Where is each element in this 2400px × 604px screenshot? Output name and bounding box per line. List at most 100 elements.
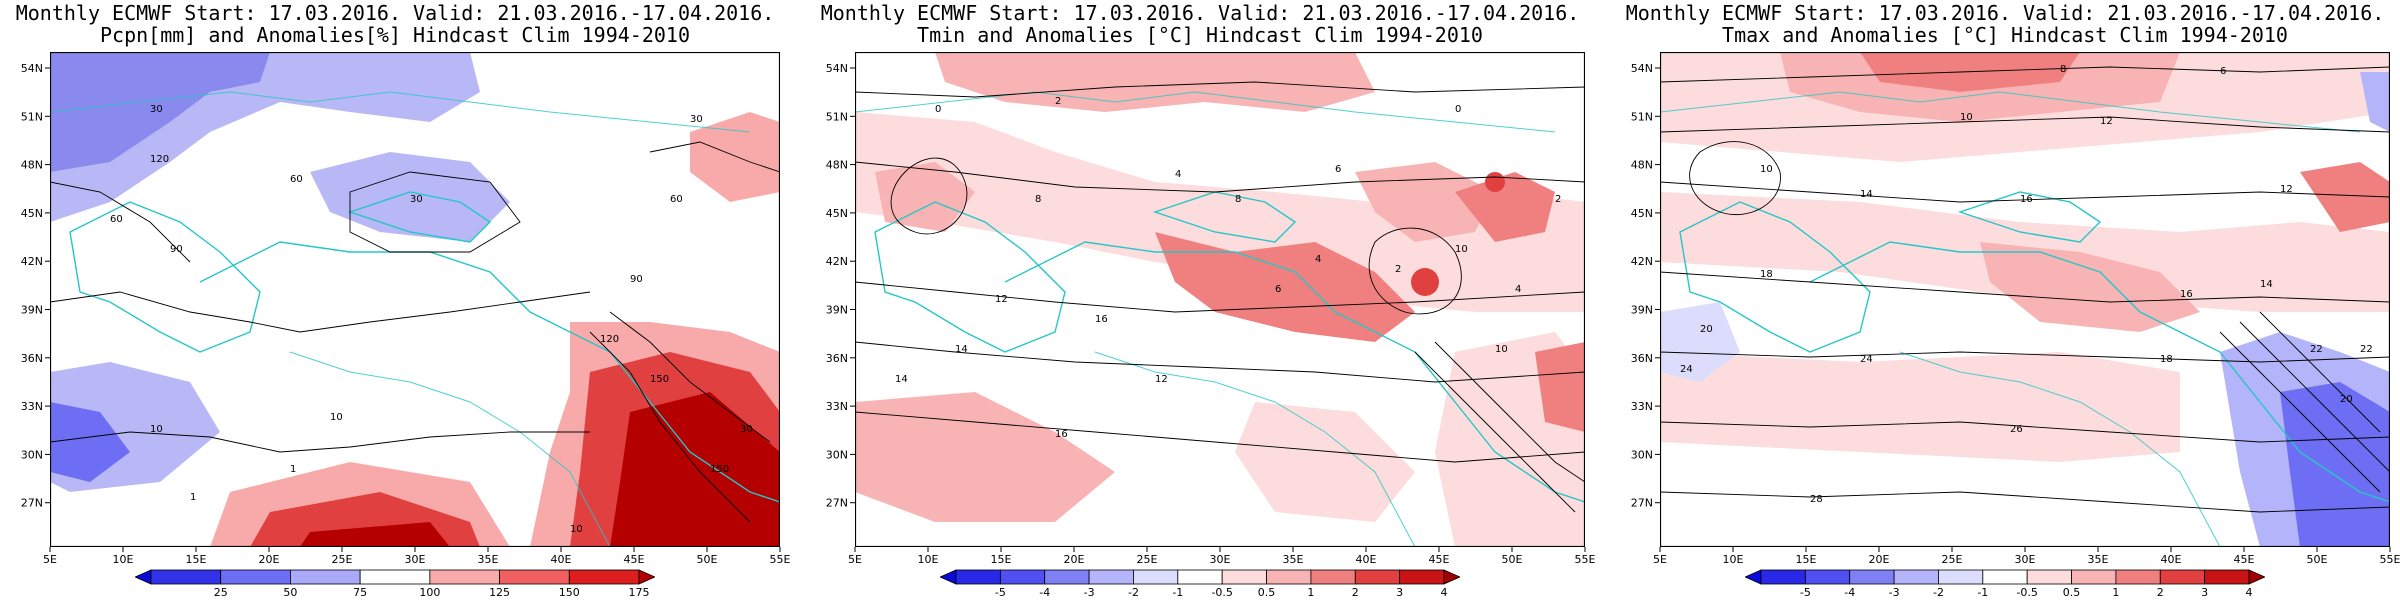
colorbar-segment (1849, 569, 1895, 585)
colorbar-tick-label: 1 (1307, 586, 1314, 599)
colorbar-tick-label: 1 (2112, 586, 2119, 599)
contour-label: 60 (670, 194, 683, 205)
panel-title-line1: Monthly ECMWF Start: 17.03.2016. Valid: … (1625, 1, 2385, 25)
colorbar-tick-label: 125 (489, 586, 510, 599)
x-tick-label: 5E (1653, 553, 1667, 566)
contour-label: 22 (2360, 344, 2373, 355)
contour-label: 120 (600, 334, 619, 345)
colorbar-tick-label: -4 (1039, 586, 1050, 599)
colorbar-segment (2026, 569, 2072, 585)
contour-label: 150 (650, 374, 669, 385)
x-tick-label: 35E (2088, 553, 2109, 566)
tmax-colorbar: -5-4-3-2-1-0.50.512345 (1744, 568, 2297, 604)
contour-label: 24 (1860, 354, 1873, 365)
colorbar-segment (2115, 569, 2161, 585)
colorbar-tick-label: -0.5 (2016, 586, 2037, 599)
colorbar-tick-label: -3 (1084, 586, 1095, 599)
contour-label: 30 (740, 424, 753, 435)
contour-label: 1 (190, 492, 196, 503)
colorbar-tick-label: -2 (1128, 586, 1139, 599)
precipitation-colorbar: 255075100125150175200 (134, 568, 719, 604)
colorbar-segment (1982, 569, 2028, 585)
y-tick-label: 30N (1631, 448, 1653, 461)
colorbar-svg: -5-4-3-2-1-0.50.512345 (939, 569, 1492, 599)
x-tick-label: 25E (332, 553, 353, 566)
contour-label: 28 (1810, 494, 1823, 505)
colorbar-segment (2159, 569, 2206, 585)
precipitation-panel: Monthly ECMWF Start: 17.03.2016. Valid: … (0, 0, 790, 600)
precipitation-map: 30 60 90 120 150 10 1 30 60 90 120 150 3… (50, 52, 780, 547)
colorbar-segment (1938, 569, 1984, 585)
tmax-panel: Monthly ECMWF Start: 17.03.2016. Valid: … (1610, 0, 2400, 600)
x-tick-label: 50E (2307, 553, 2328, 566)
colorbar-tick-label: -5 (1800, 586, 1811, 599)
contour-label: 10 (1495, 344, 1508, 355)
y-tick-label: 36N (826, 352, 848, 365)
contour-label: 10 (1760, 164, 1773, 175)
y-tick-label: 27N (826, 497, 848, 510)
x-tick-label: 15E (991, 553, 1012, 566)
colorbar-segment (2071, 569, 2117, 585)
y-tick-label: 51N (21, 110, 43, 123)
contour-label: 16 (1055, 429, 1068, 440)
contour-label: 16 (2020, 194, 2033, 205)
colorbar-high-arrow (638, 569, 656, 585)
x-tick-label: 40E (551, 553, 572, 566)
colorbar-svg: -5-4-3-2-1-0.50.512345 (1744, 569, 2297, 599)
y-tick-label: 51N (826, 110, 848, 123)
colorbar-segment (1310, 569, 1356, 585)
x-tick-label: 45E (624, 553, 645, 566)
contour-label: 20 (2340, 394, 2353, 405)
x-tick-label: 30E (1210, 553, 1231, 566)
colorbar-low-arrow (134, 569, 152, 585)
x-tick-label: 45E (1429, 553, 1450, 566)
colorbar-tick-label: 0.5 (2063, 586, 2081, 599)
colorbar-tick-label: 175 (629, 586, 650, 599)
colorbar-segment (1399, 569, 1445, 585)
y-tick-label: 36N (21, 352, 43, 365)
x-tick-label: 50E (697, 553, 718, 566)
x-tick-label: 15E (186, 553, 207, 566)
colorbar-segment (150, 569, 222, 585)
colorbar-segment (1221, 569, 1267, 585)
y-tick-label: 45N (1631, 207, 1653, 220)
contour-label: 6 (1335, 164, 1341, 175)
contour-label: 12 (2100, 116, 2113, 127)
x-tick-label: 40E (2161, 553, 2182, 566)
y-tick-label: 42N (21, 255, 43, 268)
tmin-map: 0 2 4 6 8 10 12 14 16 2 4 6 8 10 12 14 1… (855, 52, 1585, 547)
colorbar-tick-label: -3 (1889, 586, 1900, 599)
y-tick-label: 39N (826, 304, 848, 317)
colorbar-tick-label: -1 (1977, 586, 1988, 599)
colorbar-segment (1893, 569, 1939, 585)
contour-label: 16 (2180, 289, 2193, 300)
contour-label: 120 (150, 154, 169, 165)
y-tick-label: 39N (1631, 304, 1653, 317)
y-tick-label: 42N (826, 255, 848, 268)
colorbar-segment (499, 569, 570, 585)
x-tick-label: 20E (259, 553, 280, 566)
contour-label: 0 (1455, 104, 1461, 115)
colorbar-segment (1354, 569, 1401, 585)
y-tick-label: 30N (826, 448, 848, 461)
colorbar-segment (2204, 569, 2250, 585)
x-tick-label: 40E (1356, 553, 1377, 566)
colorbar-tick-label: 2 (1352, 586, 1359, 599)
contour-label: 14 (895, 374, 908, 385)
contour-label: 12 (1155, 374, 1168, 385)
contour-label: 12 (995, 294, 1008, 305)
x-tick-label: 35E (478, 553, 499, 566)
contour-label: 10 (150, 424, 163, 435)
y-tick-label: 54N (21, 62, 43, 75)
colorbar-segment (1804, 569, 1851, 585)
y-tick-label: 45N (826, 207, 848, 220)
contour-label: 4 (1315, 254, 1321, 265)
contour-label: 6 (2220, 66, 2226, 77)
x-tick-label: 30E (405, 553, 426, 566)
y-tick-label: 42N (1631, 255, 1653, 268)
tmin-colorbar: -5-4-3-2-1-0.50.512345 (939, 568, 1492, 604)
colorbar-tick-label: 4 (1441, 586, 1448, 599)
panel-title-line2: Tmax and Anomalies [°C] Hindcast Clim 19… (1722, 23, 2288, 47)
map-svg: 30 60 90 120 150 10 1 30 60 90 120 150 3… (50, 52, 780, 547)
contour-label: 90 (630, 274, 643, 285)
